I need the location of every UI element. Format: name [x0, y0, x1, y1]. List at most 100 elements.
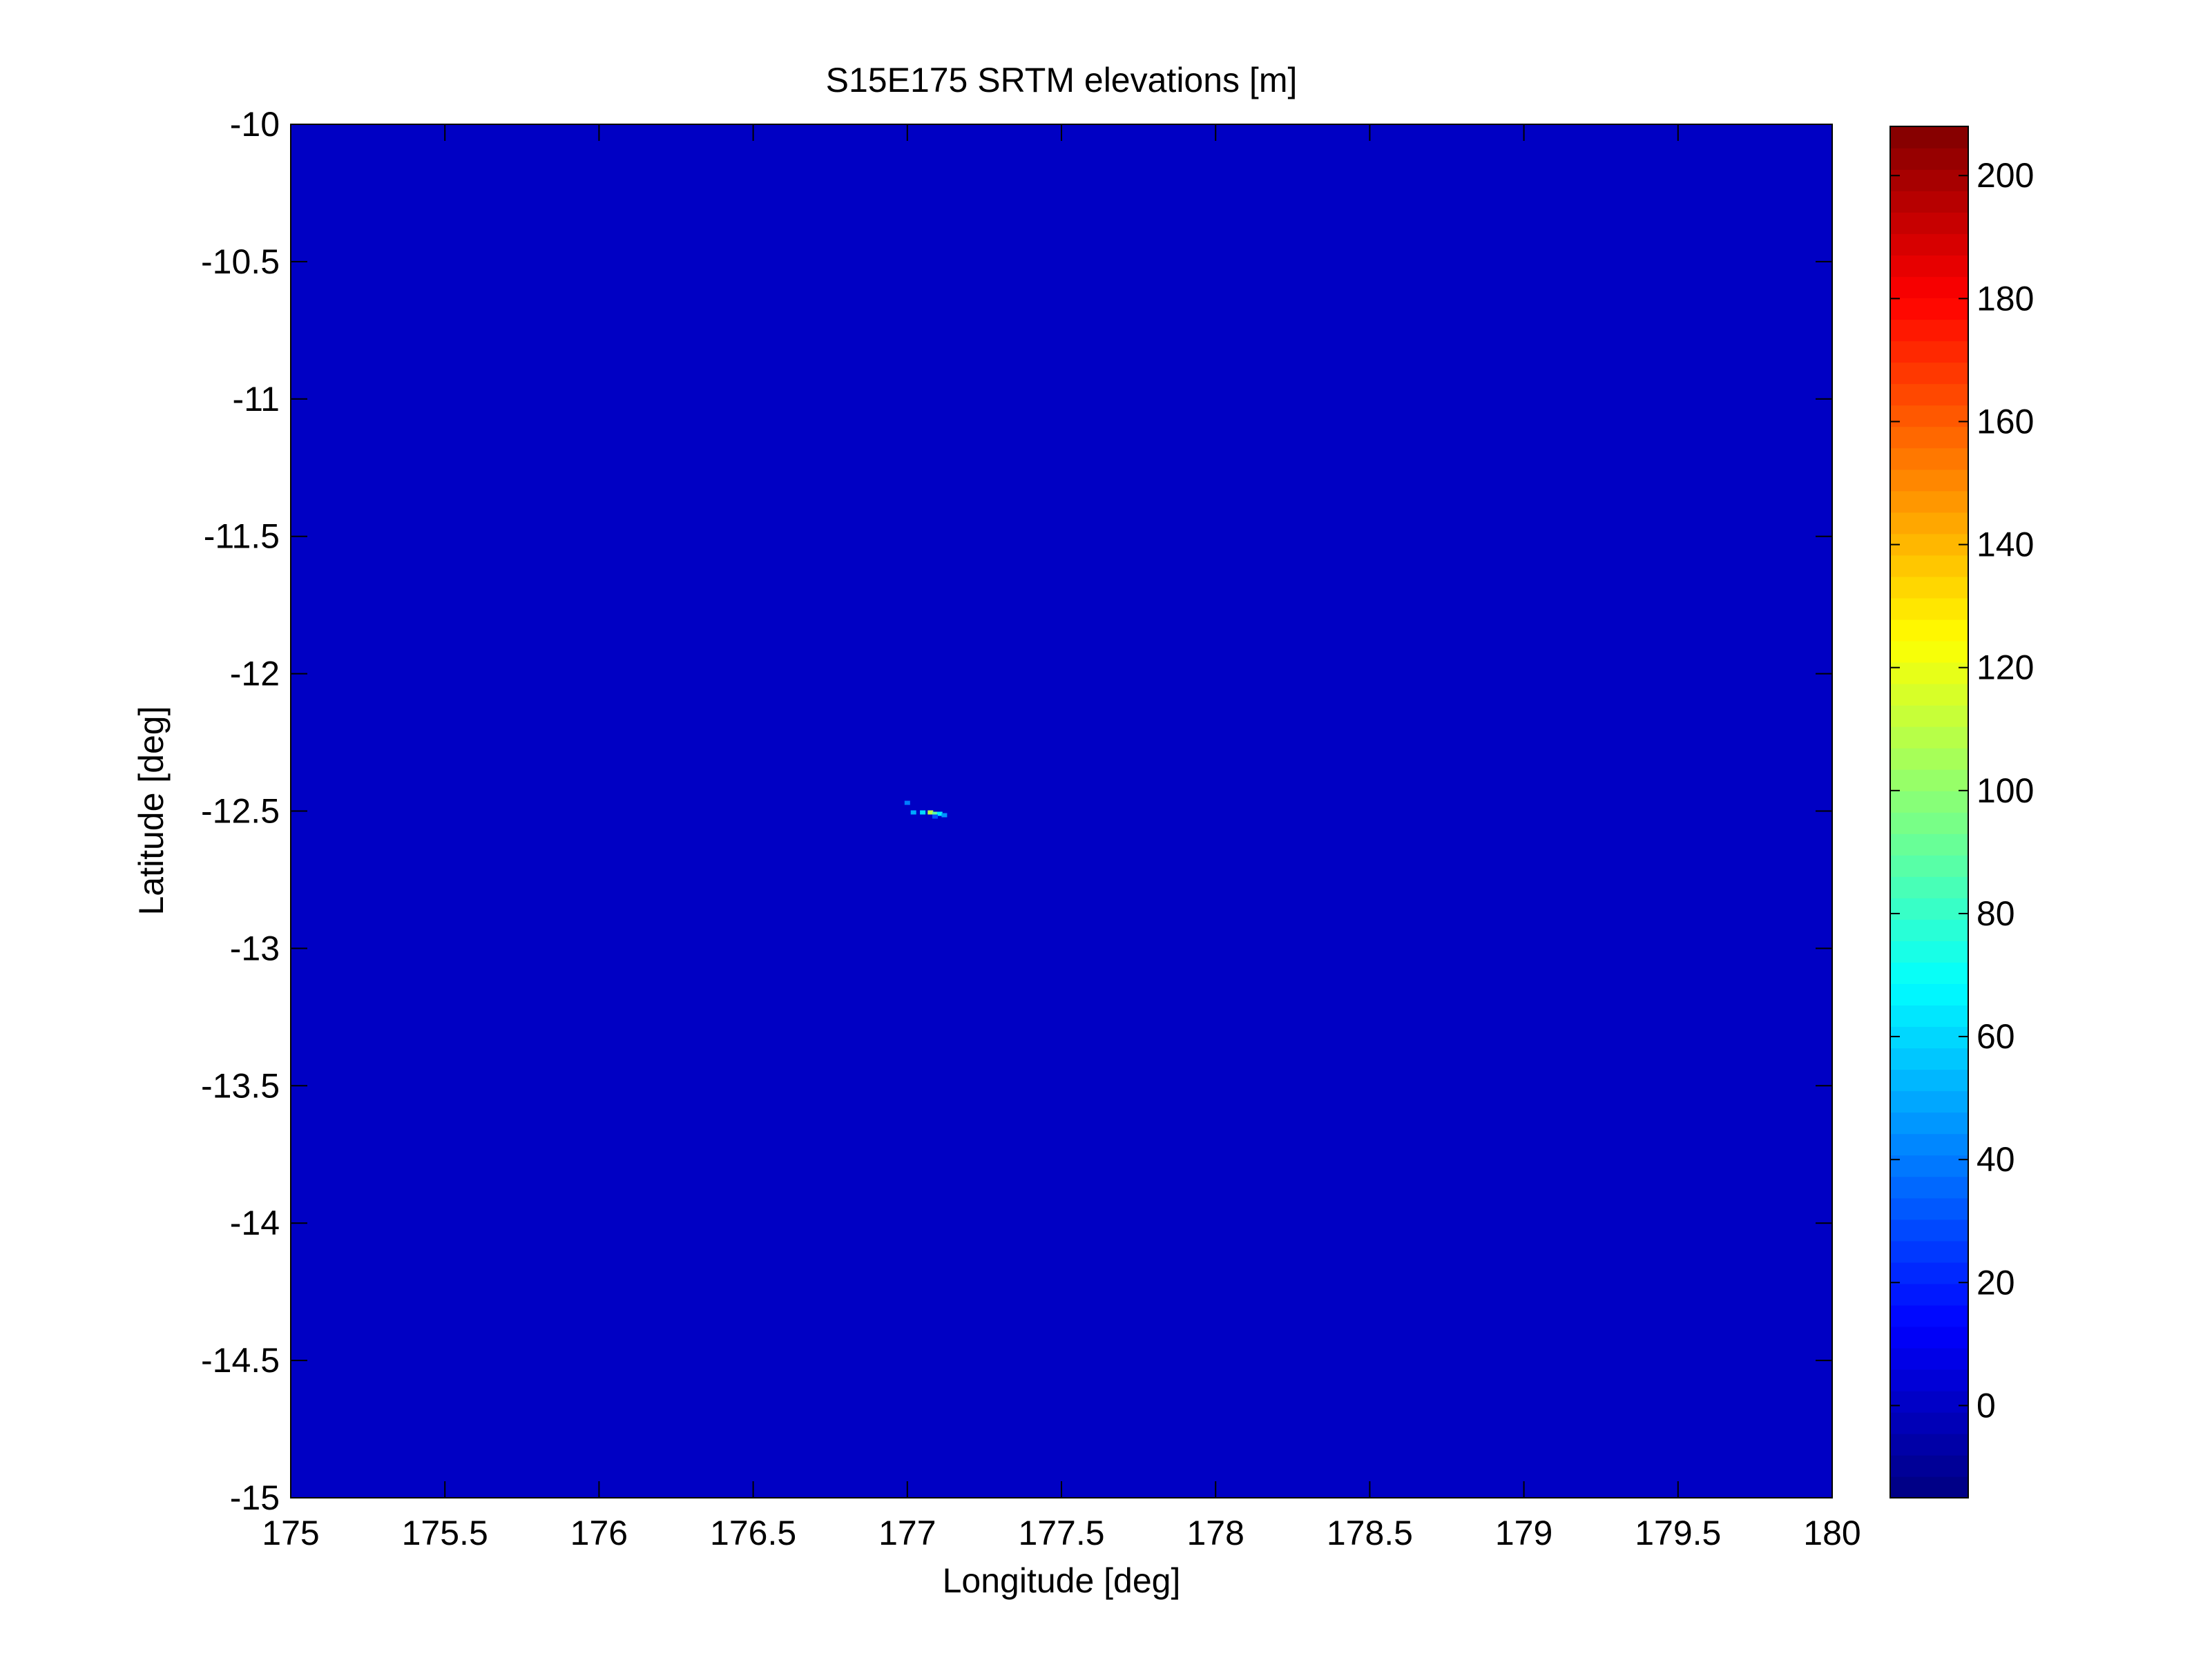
- colorbar-band: [1890, 1369, 1968, 1391]
- colorbar-band: [1890, 662, 1968, 684]
- colorbar-tick-label: 60: [1977, 1017, 2015, 1056]
- colorbar-band: [1890, 1347, 1968, 1370]
- colorbar-band: [1890, 1069, 1968, 1092]
- colorbar-band: [1890, 148, 1968, 170]
- colorbar-band: [1890, 512, 1968, 534]
- colorbar-band: [1890, 298, 1968, 320]
- colorbar-band: [1890, 1411, 1968, 1434]
- y-tick-label: -14.5: [201, 1341, 280, 1380]
- plot-area: 175 175.5 176 176.5 177 177.5 178 178.5 179 179.5…: [201, 105, 1861, 1552]
- colorbar-band: [1890, 1433, 1968, 1456]
- colorbar-band: [1890, 640, 1968, 663]
- x-tick-label: 176: [570, 1514, 628, 1552]
- colorbar-band: [1890, 619, 1968, 642]
- x-tick-label: 175: [262, 1514, 319, 1552]
- colorbar-tick-label: 180: [1977, 279, 2034, 318]
- colorbar-band: [1890, 1476, 1968, 1498]
- elevation-cell: [920, 810, 926, 815]
- colorbar-band: [1890, 405, 1968, 427]
- y-ticks: -10 -10.5 -11 -11.5 -12 -12.5 -13 -13.5 -14 -14.5…: [201, 105, 1832, 1517]
- colorbar-band: [1890, 597, 1968, 620]
- x-tick-label: 180: [1803, 1514, 1860, 1552]
- colorbar-tick-label: 200: [1977, 156, 2034, 195]
- colorbar-band: [1890, 233, 1968, 256]
- colorbar-band: [1890, 169, 1968, 191]
- colorbar-band: [1890, 126, 1968, 148]
- colorbar-gradient: [1890, 126, 1968, 1498]
- elevation-cell: [904, 800, 910, 805]
- y-axis-label: Latitude [deg]: [132, 706, 171, 915]
- colorbar-band: [1890, 1090, 1968, 1113]
- y-tick-label: -14: [230, 1204, 280, 1242]
- x-tick-label: 177: [878, 1514, 936, 1552]
- colorbar-band: [1890, 426, 1968, 449]
- colorbar-band: [1890, 1390, 1968, 1413]
- x-tick-label: 179: [1495, 1514, 1552, 1552]
- colorbar-band: [1890, 1048, 1968, 1070]
- colorbar-band: [1890, 1197, 1968, 1220]
- colorbar-band: [1890, 255, 1968, 278]
- colorbar-band: [1890, 362, 1968, 385]
- colorbar-band: [1890, 1112, 1968, 1135]
- colorbar-band: [1890, 1176, 1968, 1199]
- elevation-features: [904, 800, 948, 819]
- colorbar-band: [1890, 1326, 1968, 1349]
- chart-title: S15E175 SRTM elevations [m]: [826, 61, 1298, 99]
- colorbar-band: [1890, 790, 1968, 813]
- colorbar-band: [1890, 533, 1968, 556]
- colorbar-tick-label: 40: [1977, 1140, 2015, 1179]
- x-ticks: 175 175.5 176 176.5 177 177.5 178 178.5 179 179.5…: [262, 124, 1861, 1552]
- elevation-cell: [932, 814, 938, 819]
- y-tick-label: -10.5: [201, 242, 280, 281]
- colorbar-band: [1890, 555, 1968, 577]
- colorbar-band: [1890, 833, 1968, 856]
- colorbar-band: [1890, 1026, 1968, 1049]
- colorbar-band: [1890, 747, 1968, 770]
- x-tick-label: 177.5: [1018, 1514, 1104, 1552]
- colorbar-tick-label: 20: [1977, 1263, 2015, 1302]
- colorbar: 0 20 40 60 80 100 120 140 160 180 200: [1889, 126, 2034, 1498]
- colorbar-band: [1890, 1155, 1968, 1177]
- colorbar-band: [1890, 919, 1968, 941]
- x-axis-label: Longitude [deg]: [943, 1561, 1181, 1600]
- colorbar-band: [1890, 683, 1968, 706]
- y-tick-label: -13.5: [201, 1066, 280, 1105]
- x-tick-label: 179.5: [1635, 1514, 1721, 1552]
- colorbar-band: [1890, 1133, 1968, 1156]
- x-tick-label: 175.5: [402, 1514, 488, 1552]
- plot-frame: [290, 124, 1833, 1498]
- colorbar-band: [1890, 276, 1968, 299]
- elevation-cell: [927, 810, 934, 815]
- elevation-cell: [936, 811, 943, 816]
- elevation-cell: [932, 811, 938, 816]
- colorbar-band: [1890, 1304, 1968, 1327]
- colorbar-band: [1890, 191, 1968, 213]
- y-tick-label: -15: [230, 1478, 280, 1517]
- colorbar-band: [1890, 1240, 1968, 1263]
- y-tick-label: -12: [230, 655, 280, 693]
- colorbar-band: [1890, 319, 1968, 342]
- x-tick-label: 178: [1186, 1514, 1244, 1552]
- elevation-cell: [941, 813, 948, 818]
- elevation-cell: [910, 810, 916, 815]
- colorbar-band: [1890, 469, 1968, 492]
- colorbar-band: [1890, 576, 1968, 599]
- colorbar-band: [1890, 447, 1968, 470]
- colorbar-tick-label: 0: [1977, 1386, 1996, 1425]
- colorbar-tick-label: 100: [1977, 771, 2034, 810]
- colorbar-band: [1890, 962, 1968, 985]
- colorbar-band: [1890, 1262, 1968, 1284]
- colorbar-band: [1890, 855, 1968, 877]
- x-tick-label: 176.5: [710, 1514, 796, 1552]
- colorbar-band: [1890, 1219, 1968, 1242]
- colorbar-band: [1890, 704, 1968, 727]
- colorbar-band: [1890, 1454, 1968, 1477]
- colorbar-band: [1890, 340, 1968, 363]
- heatmap-background: [291, 124, 1832, 1498]
- y-tick-label: -11.5: [204, 517, 280, 556]
- colorbar-band: [1890, 212, 1968, 234]
- colorbar-band: [1890, 812, 1968, 834]
- colorbar-band: [1890, 876, 1968, 898]
- y-tick-label: -13: [230, 929, 280, 967]
